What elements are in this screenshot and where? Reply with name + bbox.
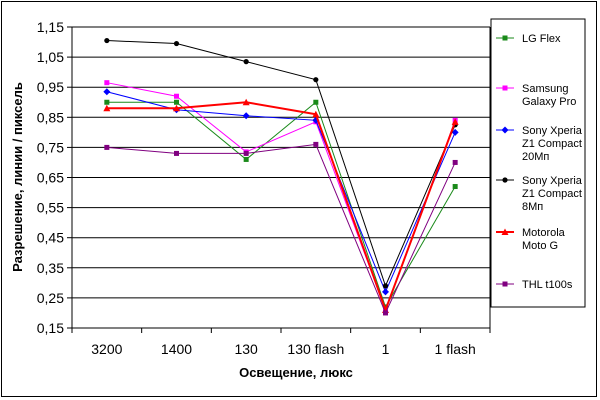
data-point — [103, 104, 111, 112]
series-3 — [104, 37, 458, 289]
series-lines — [103, 37, 459, 316]
data-point — [313, 141, 319, 147]
legend-box — [490, 18, 586, 308]
y-tick-label: 0,75 — [37, 139, 64, 155]
legend-label: Galaxy Pro — [522, 96, 576, 108]
legend-swatch-marker — [502, 281, 508, 287]
legend-label: Samsung — [522, 83, 568, 95]
legend-label: 8Мп — [522, 201, 543, 213]
legend-swatch-marker — [501, 228, 509, 235]
data-point — [173, 104, 180, 112]
y-tick-label: 0,35 — [37, 260, 64, 276]
data-point — [313, 99, 319, 105]
data-point — [451, 128, 459, 136]
legend-entry-0: LG Flex — [496, 33, 561, 45]
y-tick-label: 1,15 — [37, 19, 64, 35]
y-tick-label: 1,05 — [37, 49, 64, 65]
legend-swatch-marker — [502, 35, 508, 41]
legend-label: Z1 Compact — [522, 138, 582, 150]
series-line — [106, 40, 456, 288]
y-tick-label: 0,25 — [37, 290, 64, 306]
data-point — [312, 110, 320, 118]
data-point — [174, 99, 179, 105]
x-tick-label: 1400 — [161, 341, 192, 357]
y-axis-title: Разрешение, линии / пиксель — [10, 82, 25, 272]
data-point — [104, 99, 110, 105]
legend-swatch-marker — [501, 126, 509, 134]
legend-label: Moto G — [522, 240, 558, 252]
series-line — [106, 91, 456, 294]
legend-label: THL t100s — [522, 279, 573, 291]
data-point — [383, 310, 388, 316]
data-point — [243, 150, 249, 156]
data-point — [174, 150, 179, 156]
legend-label: Z1 Compact — [522, 188, 582, 200]
data-point — [103, 88, 111, 96]
data-point — [104, 144, 110, 150]
data-point — [174, 93, 179, 99]
data-point — [452, 184, 458, 190]
x-axis-title: Освещение, люкс — [239, 365, 353, 380]
x-tick-labels: 3200 1400 130 130 flash 1 1 flash — [71, 328, 491, 357]
series-line — [106, 101, 457, 313]
data-point — [104, 80, 110, 86]
x-tick-label: 1 — [382, 341, 390, 357]
data-point — [242, 98, 250, 106]
x-tick-label: 130 flash — [287, 341, 344, 357]
y-tick-label: 0,55 — [37, 200, 64, 216]
series-5 — [104, 141, 458, 316]
legend-swatch-marker — [502, 177, 508, 183]
legend-entry-5: THL t100s — [496, 279, 573, 291]
x-tick-label: 130 — [234, 341, 258, 357]
data-point — [382, 283, 389, 289]
legend-swatch-marker — [502, 85, 508, 91]
data-point — [173, 40, 180, 47]
legend-label: Motorola — [522, 227, 566, 239]
data-point — [243, 59, 249, 65]
legend-label: 20Мп — [522, 151, 549, 163]
gridlines — [67, 26, 490, 329]
data-point — [451, 118, 459, 125]
data-point — [313, 77, 319, 83]
data-point — [104, 37, 110, 44]
y-tick-label: 0,45 — [37, 230, 64, 246]
y-tick-label: 0,65 — [37, 170, 64, 186]
legend-label: LG Flex — [522, 33, 561, 45]
data-point — [452, 159, 458, 165]
legend-label: Sony Xperia — [522, 125, 583, 137]
data-point — [382, 288, 389, 296]
x-tick-label: 3200 — [91, 341, 122, 357]
data-point — [242, 112, 250, 120]
legend-label: Sony Xperia — [522, 175, 583, 187]
series-line — [106, 143, 456, 315]
y-tick-label: 0,85 — [37, 109, 64, 125]
data-point — [243, 156, 249, 162]
y-tick-label: 0,95 — [37, 79, 64, 95]
y-tick-labels: 1,15 1,05 0,95 0,85 0,75 0,65 0,55 0,45 0,35 0,25… — [37, 19, 64, 336]
x-tick-label: 1 flash — [435, 341, 476, 357]
y-tick-label: 0,15 — [37, 320, 64, 336]
